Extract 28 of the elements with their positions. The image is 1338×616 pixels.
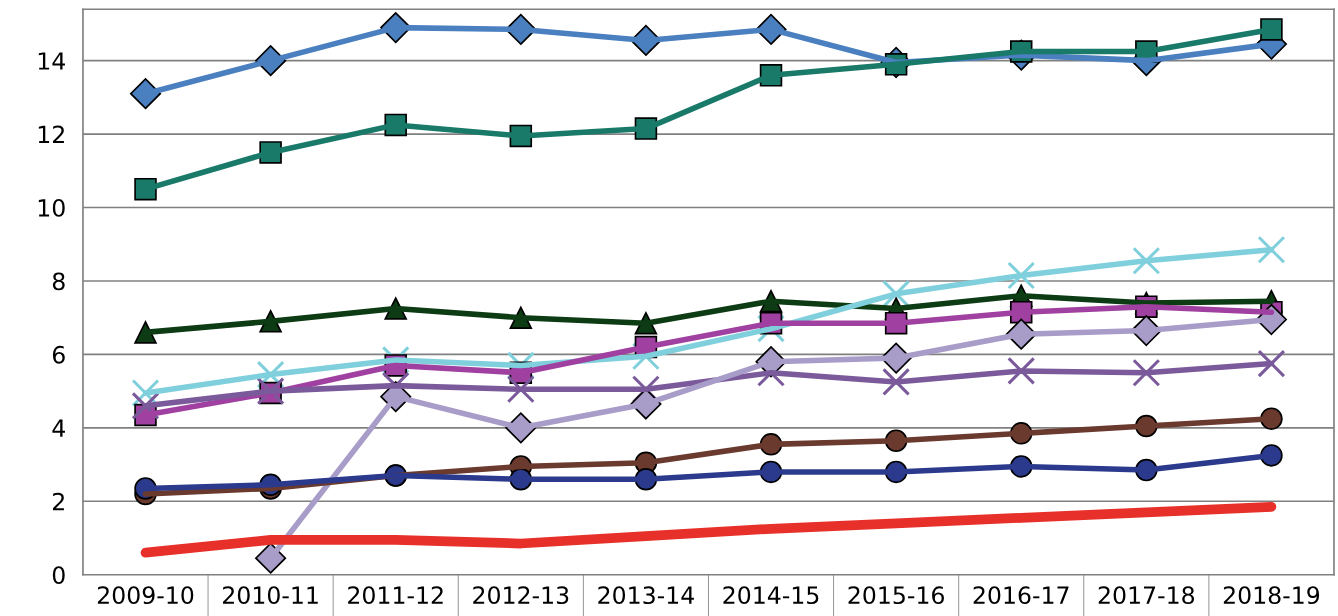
- y-tick-label: 2: [53, 492, 64, 511]
- x-tick-label: 2018-19: [1223, 586, 1320, 605]
- point: [1260, 18, 1283, 41]
- point: [506, 375, 535, 404]
- point: [882, 279, 911, 308]
- y-tick-label: 0: [52, 566, 65, 585]
- y-tick-label: 6: [52, 345, 65, 364]
- point: [882, 367, 911, 396]
- point: [1257, 235, 1286, 264]
- y-tick-label: 12: [38, 125, 64, 144]
- point: [1007, 356, 1036, 385]
- point: [1007, 261, 1036, 290]
- point: [1132, 358, 1161, 387]
- y-tick-label: 14: [38, 52, 65, 70]
- y-tick-label: 10: [38, 198, 65, 217]
- x-tick-label: 2014-15: [723, 586, 819, 605]
- x-tick-label: 2013-14: [598, 586, 694, 605]
- x-tick-label: 2016-17: [973, 586, 1069, 605]
- point: [1257, 349, 1286, 378]
- y-tick-label: 8: [52, 272, 65, 291]
- x-tick-label: 2015-16: [848, 586, 944, 605]
- x-tick-label: 2012-13: [473, 586, 569, 605]
- x-tick-label: 2017-18: [1098, 586, 1195, 605]
- point: [1132, 246, 1161, 275]
- y-tick-label: 4: [52, 419, 65, 437]
- x-tick-label: 2010-11: [223, 586, 318, 605]
- x-tick-label: 2009-10: [97, 586, 194, 605]
- x-tick-label: 2011-12: [348, 586, 443, 605]
